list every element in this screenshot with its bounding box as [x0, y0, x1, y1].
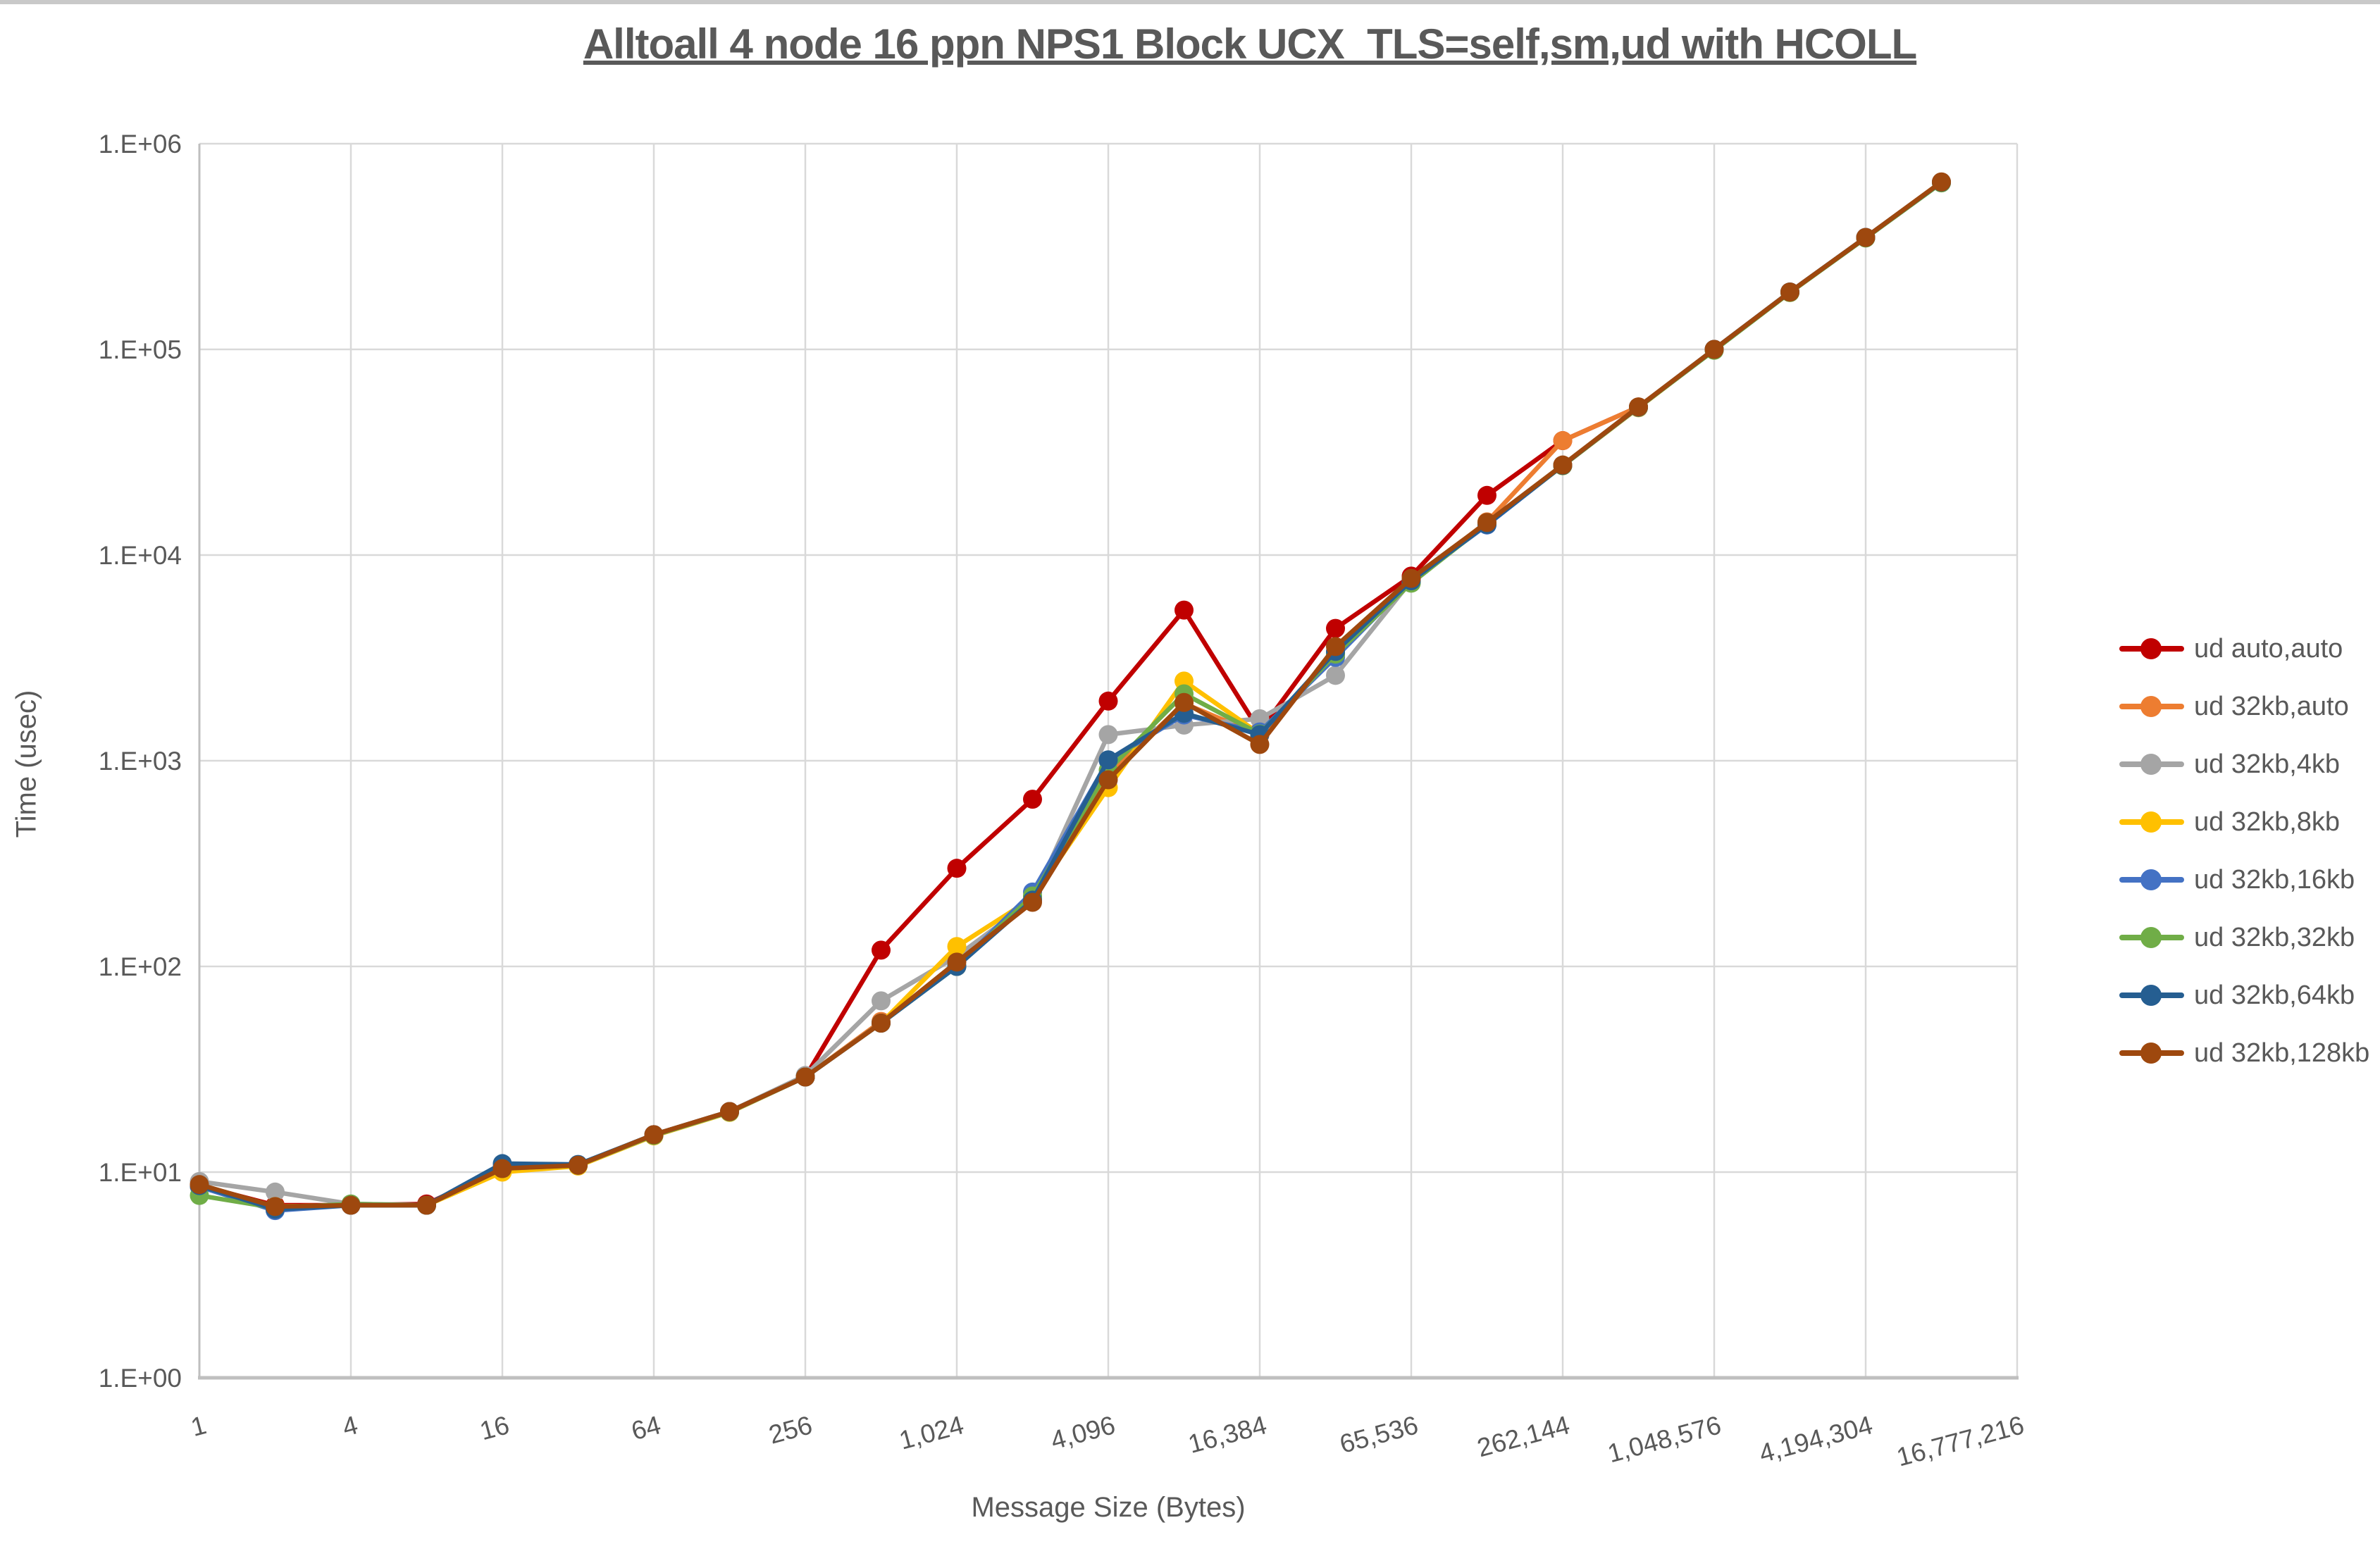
data-point-ud-32kb-128kb: [1023, 892, 1042, 912]
y-axis-tick-label: 1.E+03: [99, 747, 182, 776]
data-point-ud-32kb-4kb: [1326, 666, 1345, 685]
x-axis-tick-label: 256: [766, 1410, 815, 1450]
data-point-ud-32kb-128kb: [569, 1155, 588, 1175]
data-point-ud-32kb-128kb: [1932, 172, 1951, 192]
x-axis-tick-label: 1,024: [896, 1410, 967, 1455]
legend-label: ud 32kb,8kb: [2194, 807, 2341, 837]
data-point-ud-auto-auto: [872, 940, 891, 960]
x-axis-tick-label: 16,384: [1185, 1410, 1270, 1459]
x-axis-tick-label: 16: [477, 1410, 512, 1445]
data-point-ud-32kb-128kb: [341, 1195, 361, 1215]
data-point-ud-32kb-auto: [1553, 431, 1573, 451]
legend-item-ud-32kb-auto[interactable]: ud 32kb,auto: [2119, 678, 2369, 735]
data-point-ud-32kb-128kb: [1174, 692, 1194, 712]
series-line-ud-32kb-64kb: [197, 180, 1944, 1212]
y-axis-tick-label: 1.E+02: [99, 952, 182, 981]
series-line-ud-auto-auto: [197, 180, 1944, 1208]
legend-label: ud 32kb,auto: [2194, 691, 2349, 721]
legend-label: ud 32kb,128kb: [2194, 1038, 2370, 1068]
data-point-ud-32kb-128kb: [644, 1125, 664, 1145]
legend-item-ud-32kb-8kb[interactable]: ud 32kb,8kb: [2119, 793, 2369, 851]
x-axis-title: Message Size (Bytes): [971, 1492, 1246, 1523]
legend-label: ud 32kb,32kb: [2194, 922, 2355, 952]
legend-marker-icon: [2119, 638, 2184, 659]
y-axis-tick-label: 1.E+06: [99, 130, 182, 158]
y-axis-tick-label: 1.E+04: [99, 541, 182, 570]
data-point-ud-32kb-128kb: [417, 1195, 436, 1215]
x-axis-tick-label: 64: [628, 1410, 664, 1445]
data-point-ud-32kb-4kb: [266, 1182, 285, 1202]
data-point-ud-32kb-128kb: [1856, 228, 1876, 247]
x-axis-tick-label: 16,777,216: [1894, 1410, 2027, 1472]
data-point-ud-32kb-128kb: [1780, 282, 1799, 302]
legend-item-ud-32kb-128kb[interactable]: ud 32kb,128kb: [2119, 1024, 2369, 1082]
data-point-ud-32kb-4kb: [872, 991, 891, 1011]
data-point-ud-32kb-128kb: [720, 1102, 739, 1121]
data-point-ud-32kb-128kb: [1629, 397, 1648, 417]
data-point-ud-32kb-128kb: [492, 1159, 512, 1178]
legend-label: ud 32kb,16kb: [2194, 864, 2355, 895]
data-point-ud-32kb-4kb: [1098, 725, 1118, 745]
x-axis-tick-label: 1: [188, 1410, 209, 1442]
series-line-ud-32kb-128kb: [197, 179, 1944, 1209]
data-point-ud-auto-auto: [1174, 600, 1194, 620]
data-point-ud-32kb-4kb: [1250, 709, 1270, 728]
data-point-ud-32kb-128kb: [1401, 568, 1421, 588]
legend-marker-icon: [2119, 927, 2184, 948]
series-line-ud-32kb-8kb: [197, 180, 1944, 1209]
data-point-ud-auto-auto: [1023, 790, 1042, 809]
data-point-ud-auto-auto: [1477, 485, 1496, 505]
data-point-ud-32kb-128kb: [266, 1197, 285, 1216]
x-axis-tick-label: 262,144: [1474, 1410, 1573, 1462]
legend-marker-icon: [2119, 869, 2184, 890]
data-point-ud-32kb-128kb: [1326, 637, 1345, 656]
series-line-ud-32kb-16kb: [197, 180, 1944, 1213]
legend-marker-icon: [2119, 811, 2184, 833]
legend-label: ud auto,auto: [2194, 633, 2343, 664]
y-axis-title: Time (usec): [11, 690, 42, 838]
data-point-ud-auto-auto: [1326, 618, 1345, 638]
legend-label: ud 32kb,4kb: [2194, 749, 2341, 779]
data-point-ud-32kb-8kb: [947, 937, 967, 957]
legend-item-ud-32kb-64kb[interactable]: ud 32kb,64kb: [2119, 966, 2369, 1024]
legend-item-ud-32kb-16kb[interactable]: ud 32kb,16kb: [2119, 851, 2369, 909]
data-point-ud-32kb-128kb: [1250, 735, 1270, 754]
window-top-edge: [0, 0, 2380, 4]
y-axis-tick-label: 1.E+00: [99, 1364, 182, 1393]
data-point-ud-32kb-128kb: [1704, 340, 1724, 359]
chart-title: Alltoall 4 node 16 ppn NPS1 Block UCX_TL…: [583, 20, 1917, 68]
legend-item-ud-32kb-32kb[interactable]: ud 32kb,32kb: [2119, 909, 2369, 966]
data-point-ud-32kb-128kb: [872, 1014, 891, 1033]
chart-legend: ud auto,auto ud 32kb,auto ud 32kb,4kb ud 32…: [2119, 620, 2369, 1082]
x-axis-tick-label: 4,096: [1048, 1410, 1118, 1455]
legend-item-ud-auto-auto[interactable]: ud auto,auto: [2119, 620, 2369, 678]
series-line-ud-32kb-32kb: [197, 180, 1944, 1211]
data-point-ud-32kb-64kb: [1098, 750, 1118, 770]
legend-marker-icon: [2119, 1042, 2184, 1064]
x-axis-tick-label: 4,194,304: [1756, 1410, 1876, 1468]
series-line-ud-32kb-4kb: [197, 180, 1944, 1208]
legend-marker-icon: [2119, 754, 2184, 775]
legend-marker-icon: [2119, 985, 2184, 1006]
data-point-ud-auto-auto: [1098, 691, 1118, 711]
x-axis-tick-label: 1,048,576: [1604, 1410, 1724, 1468]
legend-marker-icon: [2119, 696, 2184, 717]
legend-label: ud 32kb,64kb: [2194, 980, 2355, 1010]
data-point-ud-32kb-128kb: [1553, 455, 1573, 475]
x-axis-tick-label: 65,536: [1337, 1410, 1421, 1459]
data-point-ud-32kb-128kb: [947, 952, 967, 972]
legend-item-ud-32kb-4kb[interactable]: ud 32kb,4kb: [2119, 735, 2369, 793]
data-point-ud-32kb-128kb: [1477, 513, 1496, 533]
y-axis-tick-label: 1.E+05: [99, 335, 182, 364]
y-axis-tick-label: 1.E+01: [99, 1158, 182, 1187]
series-line-ud-32kb-auto: [197, 180, 1944, 1209]
data-point-ud-32kb-128kb: [795, 1067, 815, 1087]
data-point-ud-auto-auto: [947, 859, 967, 878]
x-axis-tick-label: 4: [340, 1410, 361, 1442]
data-point-ud-32kb-128kb: [190, 1175, 209, 1195]
data-point-ud-32kb-128kb: [1098, 770, 1118, 790]
